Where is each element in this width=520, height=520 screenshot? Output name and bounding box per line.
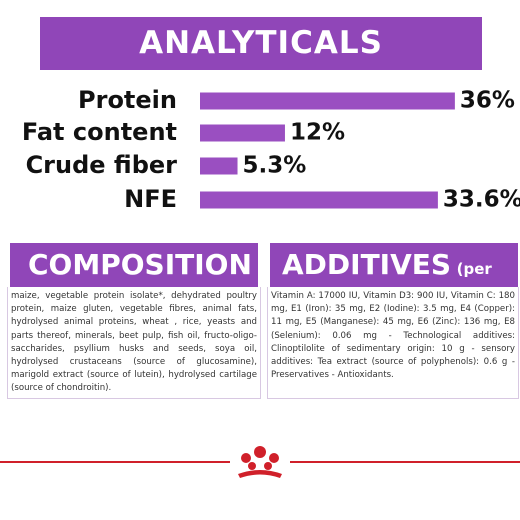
composition-title: COMPOSITION (28, 248, 252, 281)
brand-logo (238, 446, 282, 478)
value-label: 5.3% (243, 153, 307, 179)
bar (200, 157, 238, 175)
category-label: Protein (78, 86, 177, 114)
composition-text: maize, vegetable protein isolate*, dehyd… (7, 287, 261, 399)
additives-title: ADDITIVES (282, 248, 452, 281)
composition-band: COMPOSITION (10, 243, 258, 287)
bar (200, 124, 285, 142)
category-label: Fat content (22, 118, 177, 146)
additives-text: Vitamin A: 17000 IU, Vitamin D3: 900 IU,… (267, 287, 519, 399)
value-label: 12% (290, 120, 345, 146)
additives-band: ADDITIVES (per kg) (270, 243, 518, 322)
value-label: 33.6% (443, 187, 520, 213)
value-label: 36% (460, 88, 515, 114)
category-label: Crude fiber (26, 151, 178, 179)
category-label: NFE (124, 185, 177, 213)
additives-subtitle: (per kg) (282, 260, 492, 322)
bar (200, 92, 455, 110)
bar (200, 191, 438, 209)
